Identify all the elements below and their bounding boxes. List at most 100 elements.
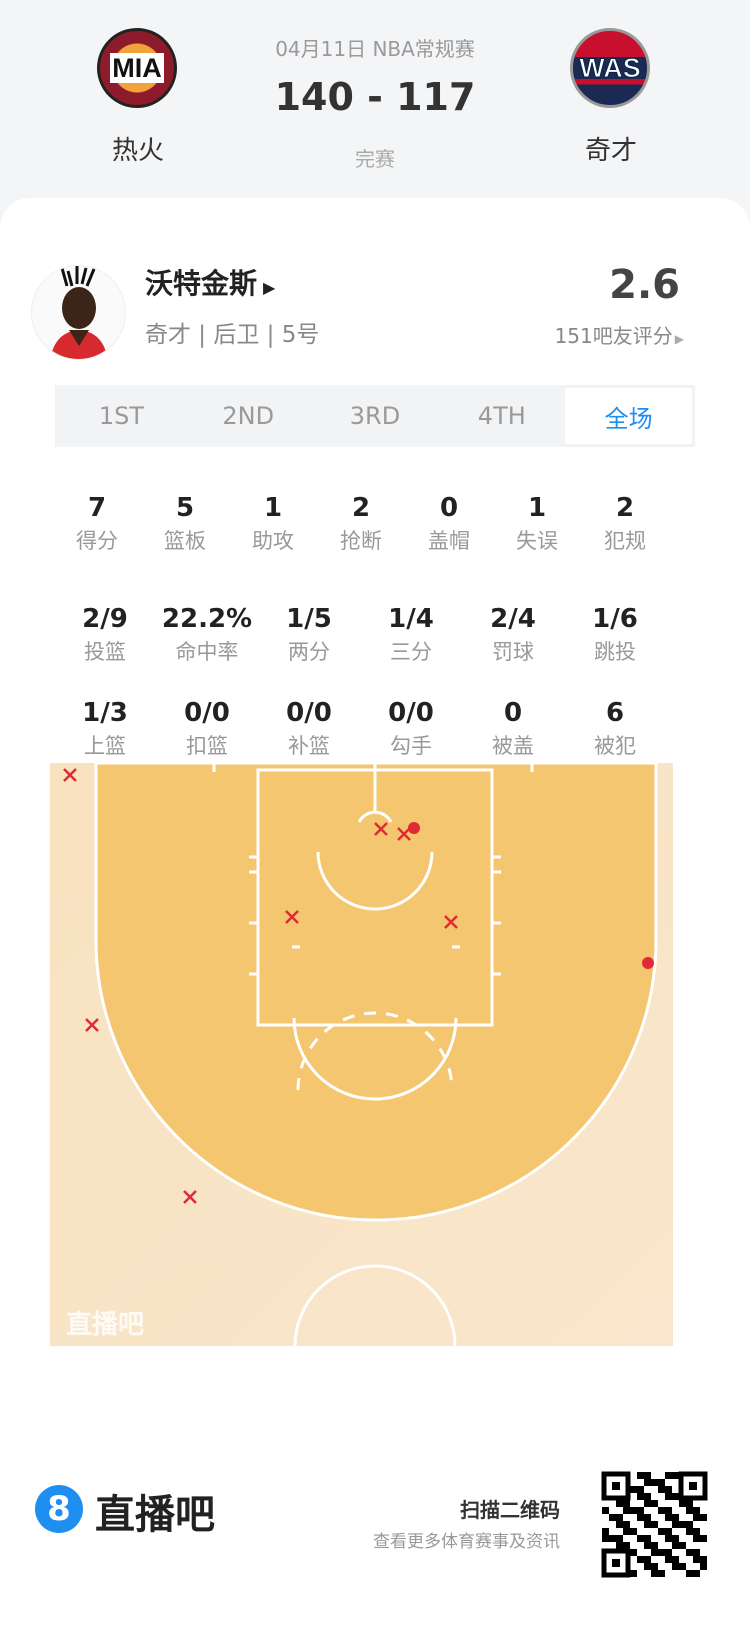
stat-item: 1/6 跳投 [564,603,666,669]
shot-missed-marker [63,768,77,782]
stat-value: 0/0 [184,698,230,728]
stat-item: 0 盖帽 [405,492,493,558]
stat-item: 1 助攻 [229,492,317,558]
shot-missed-marker [85,1018,99,1032]
stat-value: 7 [87,493,107,523]
player-rating: 2.6 [609,262,680,308]
stat-label: 两分 [288,640,330,664]
three-point-area [94,763,658,1222]
stat-item: 1/3 上篮 [54,697,156,763]
stat-value: 0 [503,698,523,728]
match-date-league: 04月11日 NBA常规赛 [275,37,475,61]
stat-item: 1/5 两分 [258,603,360,669]
stat-item: 6 被犯 [564,697,666,763]
stat-value: 1/3 [82,698,128,728]
player-avatar [31,265,126,360]
stat-value: 2/4 [490,604,536,634]
stat-item: 1/4 三分 [360,603,462,669]
stat-value: 6 [605,698,625,728]
logo-text: MIA [110,53,164,83]
stat-item: 2 犯规 [581,492,669,558]
stat-value: 0/0 [388,698,434,728]
stat-item: 2/4 罚球 [462,603,564,669]
stat-item: 5 篮板 [141,492,229,558]
brand-name: 直播吧 [95,1492,215,1538]
match-status: 完赛 [355,147,395,171]
stat-label: 三分 [390,640,432,664]
player-name-link[interactable]: 沃特金斯 ▶ [145,262,275,302]
brand-logo-icon: 8 [35,1485,83,1533]
stat-value: 1/5 [286,604,332,634]
stat-value: 2 [615,493,635,523]
stat-value: 22.2% [161,604,253,634]
stat-label: 投篮 [84,640,126,664]
stat-label: 补篮 [288,734,330,758]
stat-item: 0 被盖 [462,697,564,763]
caret-right-icon: ▶ [263,278,276,297]
shot-missed-marker [183,1190,197,1204]
stat-item: 22.2% 命中率 [156,603,258,669]
tab-1st[interactable]: 1ST [98,402,144,430]
stat-item: 0/0 扣篮 [156,697,258,763]
shot-chart: 直播吧 [50,763,673,1346]
stat-value: 2/9 [82,604,128,634]
rating-link[interactable]: 151吧友评分 ▶ [555,320,684,349]
stat-value: 5 [175,493,195,523]
shot-made-marker [408,822,420,834]
home-team-name: 热火 [111,136,164,166]
stat-item: 7 得分 [53,492,141,558]
shot-missed-marker [285,910,299,924]
tab-2nd[interactable]: 2ND [222,402,275,430]
stat-label: 罚球 [492,640,534,664]
stat-label: 被盖 [492,734,534,758]
stat-value: 0 [439,493,459,523]
stat-label: 失误 [516,529,558,553]
stat-item: 1 失误 [493,492,581,558]
stat-item: 2/9 投篮 [54,603,156,669]
qr-code [601,1471,708,1578]
logo-text: WAS [579,52,642,83]
shot-missed-marker [374,822,388,836]
stat-value: 0/0 [286,698,332,728]
stat-item: 0/0 勾手 [360,697,462,763]
home-team-logo[interactable]: MIA [97,28,177,108]
stat-value: 2 [351,493,371,523]
stat-label: 篮板 [164,529,206,553]
stat-value: 1 [263,493,283,523]
player-info: 奇才 | 后卫 | 5号 [145,322,320,348]
court-lines [212,763,534,1346]
stats-row-basic: 7 得分 5 篮板 1 助攻 2 抢断 0 盖帽 1 失误 2 犯规 [53,492,669,558]
stat-value: 1 [527,493,547,523]
stat-label: 抢断 [340,529,382,553]
stat-label: 盖帽 [428,529,470,553]
stat-item: 0/0 补篮 [258,697,360,763]
stats-row-shot-types: 1/3 上篮 0/0 扣篮 0/0 补篮 0/0 勾手 0 被盖 6 被犯 [54,697,666,763]
stats-row-shooting: 2/9 投篮 22.2% 命中率 1/5 两分 1/4 三分 2/4 罚球 1/6 跳投 [54,603,666,669]
rating-count: 151吧友评分 [554,324,673,348]
watermark: 直播吧 [66,1310,144,1340]
match-score: 140 - 117 [274,75,476,119]
stat-value: 1/4 [388,604,434,634]
stat-item: 2 抢断 [317,492,405,558]
away-team-logo[interactable]: WAS [570,28,650,108]
shot-made-marker [642,957,654,969]
scan-title: 扫描二维码 [460,1498,560,1522]
stat-label: 扣篮 [186,734,228,758]
stat-label: 助攻 [252,529,294,553]
shot-missed-marker [444,915,458,929]
tab-4th[interactable]: 4TH [477,402,526,430]
stat-label: 跳投 [594,640,636,664]
scan-subtitle: 查看更多体育赛事及资讯 [373,1532,560,1552]
player-name: 沃特金斯 [145,267,258,300]
stat-value: 1/6 [592,604,638,634]
period-tabs: 1ST 2ND 3RD 4TH 全场 [55,385,695,447]
stat-label: 犯规 [604,529,646,553]
tab-full-game[interactable]: 全场 [565,388,692,444]
stat-label: 得分 [76,529,118,553]
stat-label: 被犯 [594,734,636,758]
stat-label: 命中率 [175,640,239,664]
shot-missed-marker [397,827,411,841]
away-team-name: 奇才 [584,136,637,166]
stat-label: 上篮 [84,734,126,758]
tab-3rd[interactable]: 3RD [349,402,401,430]
